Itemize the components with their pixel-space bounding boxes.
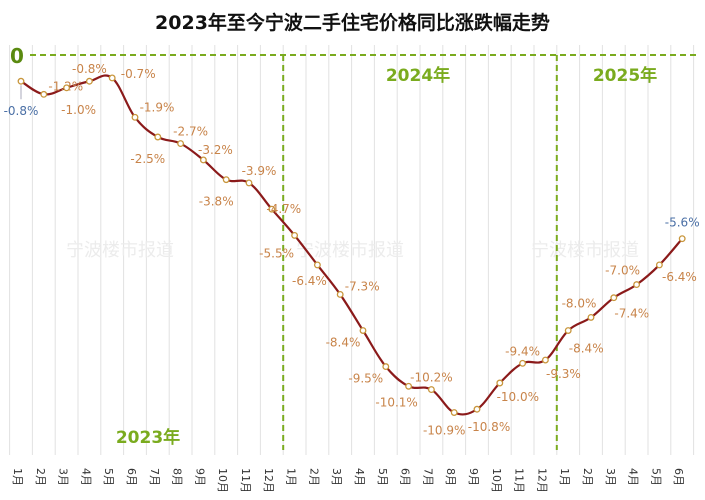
data-label: -8.4% <box>326 336 361 350</box>
data-label: -10.0% <box>497 390 539 404</box>
x-tick-label: 6月 <box>672 468 685 486</box>
x-tick-label: 11月 <box>513 468 526 493</box>
x-tick-label: 7月 <box>148 468 161 486</box>
x-tick-label: 3月 <box>57 468 70 486</box>
x-tick-label: 1月 <box>558 468 571 486</box>
x-tick-label: 2月 <box>34 468 47 486</box>
data-point <box>587 313 595 321</box>
data-point <box>17 77 25 85</box>
x-tick-label: 2月 <box>581 468 594 486</box>
watermark: 宁波楼市报道 <box>66 240 174 261</box>
data-point <box>291 231 299 239</box>
data-label: -0.7% <box>121 67 156 81</box>
data-point <box>678 235 686 243</box>
x-tick-label: 1月 <box>11 468 24 486</box>
data-label: -7.3% <box>345 279 380 293</box>
chart-title: 2023年至今宁波二手住宅价格同比涨跌幅走势 <box>155 12 550 34</box>
x-tick-label: 4月 <box>79 468 92 486</box>
data-point <box>633 281 641 289</box>
data-label: -10.2% <box>410 371 452 385</box>
x-tick-label: 5月 <box>376 468 389 486</box>
year-label: 2025年 <box>593 65 657 86</box>
data-label: -5.5% <box>259 246 294 260</box>
watermark: 宁波楼市报道 <box>296 240 404 261</box>
data-label: -7.4% <box>614 307 649 321</box>
data-point <box>40 90 48 98</box>
data-point <box>382 363 390 371</box>
data-point <box>177 140 185 148</box>
data-point <box>222 176 230 184</box>
data-point <box>85 77 93 85</box>
data-point <box>63 84 71 92</box>
data-label: -8.4% <box>569 342 604 356</box>
data-point <box>541 356 549 364</box>
data-point <box>655 261 663 269</box>
data-label: -9.5% <box>348 372 383 386</box>
data-point <box>405 382 413 390</box>
data-point <box>154 133 162 141</box>
x-tick-label: 6月 <box>399 468 412 486</box>
x-tick-label: 10月 <box>216 468 229 493</box>
data-point <box>450 409 458 416</box>
data-label: -1.0% <box>61 103 96 117</box>
x-tick-label: 4月 <box>353 468 366 486</box>
data-label: -0.8% <box>72 62 107 76</box>
x-tick-label: 12月 <box>262 468 275 493</box>
x-tick-label: 10月 <box>490 468 503 493</box>
data-label: -2.5% <box>130 152 165 166</box>
data-point <box>564 327 572 334</box>
data-label: -1.9% <box>140 100 175 114</box>
data-label: -5.6% <box>665 216 700 230</box>
data-label: -7.0% <box>605 264 640 278</box>
data-label: -3.2% <box>198 143 233 157</box>
x-tick-label: 8月 <box>171 468 184 486</box>
data-point <box>131 113 139 121</box>
data-label: -0.8% <box>4 104 39 118</box>
x-tick-label: 1月 <box>285 468 298 486</box>
x-tick-label: 9月 <box>193 468 206 486</box>
x-tick-label: 8月 <box>444 468 457 486</box>
data-point <box>496 379 504 387</box>
data-point <box>359 327 367 334</box>
data-label: -9.4% <box>505 344 540 358</box>
data-point <box>519 359 527 367</box>
data-point <box>199 156 207 164</box>
x-tick-label: 5月 <box>102 468 115 486</box>
x-tick-label: 7月 <box>421 468 434 486</box>
x-tick-label: 6月 <box>125 468 138 486</box>
data-point <box>313 261 321 269</box>
watermark: 宁波楼市报道 <box>531 240 639 261</box>
data-label: -2.7% <box>173 125 208 139</box>
data-label: -3.9% <box>242 164 277 178</box>
x-tick-label: 3月 <box>330 468 343 486</box>
data-point <box>245 179 253 187</box>
data-label: -10.1% <box>375 395 417 409</box>
data-point <box>473 405 481 413</box>
x-tick-label: 4月 <box>627 468 640 486</box>
zero-label: 0 <box>10 44 24 68</box>
data-label: -3.8% <box>199 195 234 209</box>
data-label: -10.9% <box>423 424 465 438</box>
data-label: -8.0% <box>562 296 597 310</box>
year-label: 2023年 <box>116 427 180 448</box>
data-point <box>427 386 435 394</box>
data-label: -6.4% <box>292 274 327 288</box>
x-tick-label: 2月 <box>307 468 320 486</box>
data-label: -6.4% <box>662 270 697 284</box>
data-point <box>610 294 618 302</box>
x-tick-label: 11月 <box>239 468 252 493</box>
data-label: -4.7% <box>266 202 301 216</box>
data-point <box>268 205 276 213</box>
data-point <box>108 74 116 82</box>
x-tick-label: 5月 <box>649 468 662 486</box>
data-point <box>336 290 344 298</box>
data-label: -10.8% <box>468 420 510 434</box>
year-label: 2024年 <box>386 65 450 86</box>
x-tick-label: 12月 <box>535 468 548 493</box>
data-label: -9.3% <box>546 367 581 381</box>
x-tick-label: 9月 <box>467 468 480 486</box>
x-tick-label: 3月 <box>604 468 617 486</box>
